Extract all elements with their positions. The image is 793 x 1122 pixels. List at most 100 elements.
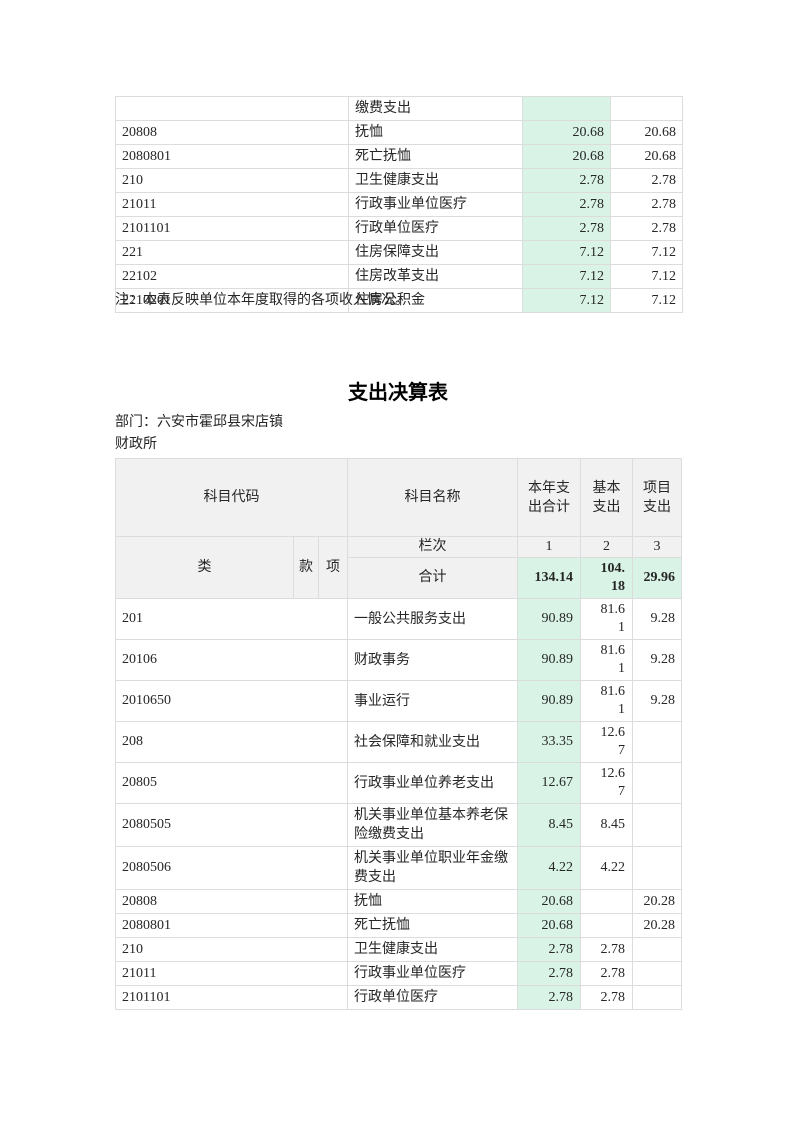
name-cell: 住房改革支出 — [348, 264, 523, 289]
expense-table: 科目代码 科目名称 本年支出合计 基本支出 项目支出 类 款 项 栏次 1 2 … — [115, 458, 682, 1010]
name-cell: 住房保障支出 — [348, 240, 523, 265]
value-cell: 2.78 — [522, 168, 611, 193]
name-cell: 卫生健康支出 — [347, 937, 518, 962]
column-number: 3 — [632, 536, 682, 558]
value-cell: 20.68 — [517, 913, 581, 938]
header-basic: 基本支出 — [580, 458, 633, 537]
value-cell: 2.78 — [580, 937, 633, 962]
department-line-2: 财政所 — [115, 437, 157, 452]
value-cell: 33.35 — [517, 721, 581, 763]
code-cell: 2101101 — [115, 216, 349, 241]
code-cell: 2080801 — [115, 144, 349, 169]
value-cell: 90.89 — [517, 639, 581, 681]
value-cell: 81.61 — [580, 639, 633, 681]
table-row: 2080506 机关事业单位职业年金缴费支出 4.22 4.22 — [115, 846, 682, 890]
code-cell: 2101101 — [115, 985, 348, 1010]
table-row: 201 一般公共服务支出 90.89 81.61 9.28 — [115, 598, 682, 640]
name-cell: 行政事业单位医疗 — [348, 192, 523, 217]
table-row: 20106 财政事务 90.89 81.61 9.28 — [115, 639, 682, 681]
table-row: 221 住房保障支出 7.12 7.12 — [115, 240, 683, 265]
income-table: 缴费支出 20808 抚恤 20.68 20.68 2080801 死亡抚恤 2… — [115, 96, 683, 313]
table-row: 2010650 事业运行 90.89 81.61 9.28 — [115, 680, 682, 722]
value-cell: 8.45 — [580, 803, 633, 847]
value-cell: 20.68 — [522, 144, 611, 169]
code-cell: 21011 — [115, 961, 348, 986]
value-cell: 2.78 — [522, 216, 611, 241]
value-cell: 7.12 — [522, 288, 611, 313]
value-cell — [632, 721, 682, 763]
header-total: 本年支出合计 — [517, 458, 581, 537]
name-cell: 行政事业单位医疗 — [347, 961, 518, 986]
column-index-row: 类 款 项 栏次 1 2 3 — [115, 536, 682, 599]
name-cell: 机关事业单位职业年金缴费支出 — [347, 846, 518, 890]
income-table-note: 注：本表反映单位本年度取得的各项收入情况。 — [115, 293, 409, 308]
name-cell: 卫生健康支出 — [348, 168, 523, 193]
value-cell: 2.78 — [517, 961, 581, 986]
code-cell: 2080506 — [115, 846, 348, 890]
value-cell — [632, 846, 682, 890]
header-kuan: 款 — [293, 536, 319, 599]
table-row: 21011 行政事业单位医疗 2.78 2.78 — [115, 192, 683, 217]
name-cell: 机关事业单位基本养老保险缴费支出 — [347, 803, 518, 847]
header-lanci: 栏次 — [347, 536, 518, 558]
value-cell: 2.78 — [610, 192, 683, 217]
code-cell: 2210201 — [115, 288, 349, 313]
value-cell: 81.61 — [580, 598, 633, 640]
header-project: 项目支出 — [632, 458, 682, 537]
value-cell: 4.22 — [580, 846, 633, 890]
value-cell — [632, 803, 682, 847]
code-cell: 210 — [115, 937, 348, 962]
value-cell: 12.67 — [580, 721, 633, 763]
table-row: 缴费支出 — [115, 96, 683, 121]
value-cell: 20.68 — [610, 120, 683, 145]
name-cell: 事业运行 — [347, 680, 518, 722]
value-cell: 7.12 — [610, 288, 683, 313]
header-name: 科目名称 — [347, 458, 518, 537]
total-value: 134.14 — [517, 557, 581, 599]
value-cell: 2.78 — [610, 168, 683, 193]
header-row: 科目代码 科目名称 本年支出合计 基本支出 项目支出 — [115, 458, 682, 537]
value-cell: 12.67 — [517, 762, 581, 804]
header-xiang: 项 — [318, 536, 348, 599]
department-info: 部门：六安市霍邱县宋店镇 财政所 — [115, 412, 283, 456]
value-cell: 81.61 — [580, 680, 633, 722]
table-row: 2080505 机关事业单位基本养老保险缴费支出 8.45 8.45 — [115, 803, 682, 847]
table-row: 208 社会保障和就业支出 33.35 12.67 — [115, 721, 682, 763]
table-row: 20808 抚恤 20.68 20.28 — [115, 889, 682, 914]
code-cell: 208 — [115, 721, 348, 763]
code-cell: 20808 — [115, 120, 349, 145]
table-row: 2210201 住房公积金 7.12 7.12 — [115, 288, 683, 313]
name-cell: 抚恤 — [347, 889, 518, 914]
code-cell: 2080801 — [115, 913, 348, 938]
value-cell — [632, 937, 682, 962]
value-cell: 2.78 — [517, 937, 581, 962]
page-title: 支出决算表 — [348, 382, 448, 404]
total-value: 104.18 — [580, 557, 633, 599]
table-row: 2101101 行政单位医疗 2.78 2.78 — [115, 216, 683, 241]
value-cell — [632, 985, 682, 1010]
name-cell: 死亡抚恤 — [347, 913, 518, 938]
name-cell: 抚恤 — [348, 120, 523, 145]
value-cell: 12.67 — [580, 762, 633, 804]
header-lei: 类 — [115, 536, 294, 599]
value-cell: 2.78 — [580, 961, 633, 986]
name-cell: 住房公积金 — [348, 288, 523, 313]
value-cell: 20.28 — [632, 913, 682, 938]
table-row: 20808 抚恤 20.68 20.68 — [115, 120, 683, 145]
name-cell: 行政事业单位养老支出 — [347, 762, 518, 804]
code-cell: 20106 — [115, 639, 348, 681]
value-cell: 2.78 — [580, 985, 633, 1010]
value-cell: 9.28 — [632, 639, 682, 681]
value-cell: 8.45 — [517, 803, 581, 847]
value-cell: 20.68 — [610, 144, 683, 169]
table-row: 2101101 行政单位医疗 2.78 2.78 — [115, 985, 682, 1010]
total-value: 29.96 — [632, 557, 682, 599]
value-cell: 7.12 — [610, 240, 683, 265]
code-cell: 22102 — [115, 264, 349, 289]
value-cell: 9.28 — [632, 680, 682, 722]
department-line-1: 部门：六安市霍邱县宋店镇 — [115, 415, 283, 430]
table-row: 22102 住房改革支出 7.12 7.12 — [115, 264, 683, 289]
total-label: 合计 — [347, 557, 518, 599]
header-code: 科目代码 — [115, 458, 348, 537]
